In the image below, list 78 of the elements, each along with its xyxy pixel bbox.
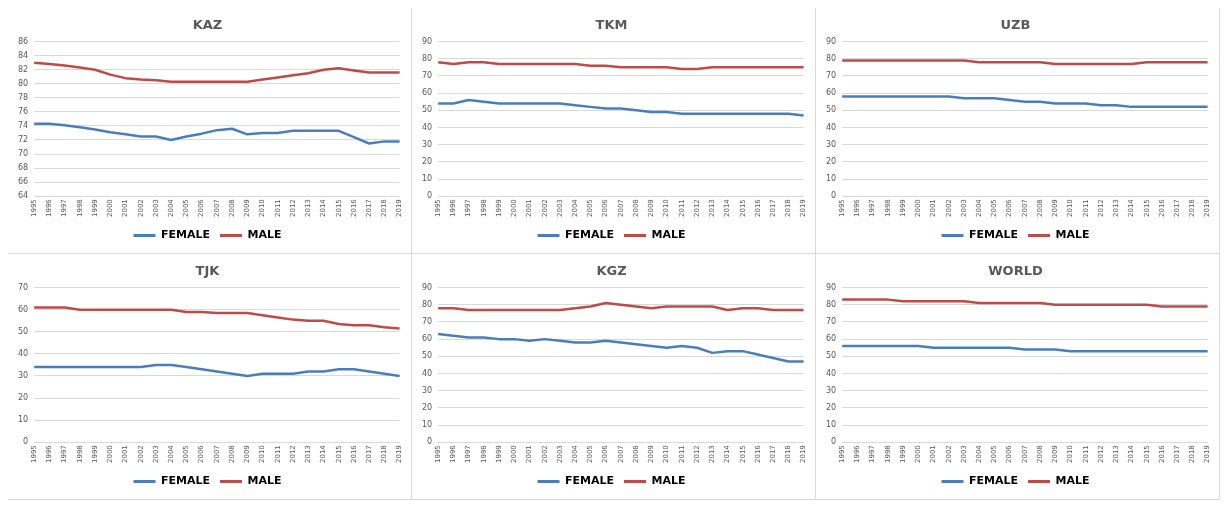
y-tick-label: 30 [825, 385, 837, 395]
y-tick-label: 20 [421, 156, 433, 166]
y-tick-label: 82 [17, 64, 29, 74]
y-tick-label: 40 [825, 122, 837, 132]
y-tick-label: 60 [17, 304, 29, 314]
y-tick-label: 90 [825, 36, 837, 46]
y-tick-label: 30 [421, 139, 433, 149]
y-tick-label: 40 [825, 368, 837, 378]
y-tick-label: 20 [825, 402, 837, 412]
y-tick-label: 50 [421, 351, 433, 361]
legend-label: FEMALE [565, 228, 615, 242]
y-tick-label: 50 [421, 105, 433, 115]
y-tick-label: 80 [825, 53, 837, 63]
y-tick-label: 50 [825, 105, 837, 115]
y-tick-label: 10 [421, 174, 433, 184]
y-tick-label: 0 [831, 191, 837, 201]
chart-title: WORLD [988, 263, 1043, 279]
legend-label: FEMALE [161, 228, 211, 242]
chart-title: KAZ [192, 17, 223, 33]
legend-label: FEMALE [161, 474, 211, 488]
y-tick-label: 20 [825, 156, 837, 166]
y-tick-label: 10 [17, 415, 29, 425]
y-tick-label: 0 [831, 437, 837, 447]
y-tick-label: 64 [17, 191, 29, 201]
y-tick-label: 60 [825, 334, 837, 344]
y-tick-label: 90 [421, 282, 433, 292]
y-tick-label: 66 [17, 177, 29, 187]
y-tick-label: 20 [421, 402, 433, 412]
y-tick-label: 90 [825, 282, 837, 292]
y-tick-label: 10 [421, 420, 433, 430]
y-tick-label: 60 [421, 88, 433, 98]
y-tick-label: 50 [825, 351, 837, 361]
y-tick-label: 80 [825, 299, 837, 309]
legend-label: MALE [247, 474, 282, 488]
y-tick-label: 78 [17, 92, 29, 102]
legend-label: MALE [247, 228, 282, 242]
legend-label: FEMALE [969, 474, 1019, 488]
y-tick-label: 86 [17, 36, 29, 46]
y-tick-label: 90 [421, 36, 433, 46]
y-tick-label: 70 [17, 149, 29, 159]
legend-label: FEMALE [969, 228, 1019, 242]
y-tick-label: 20 [17, 393, 29, 403]
y-tick-label: 30 [825, 139, 837, 149]
y-tick-label: 60 [825, 88, 837, 98]
y-tick-label: 68 [17, 163, 29, 173]
chart-title: TKM [595, 17, 628, 33]
y-tick-label: 10 [825, 420, 837, 430]
legend-label: FEMALE [565, 474, 615, 488]
y-tick-label: 70 [17, 282, 29, 292]
y-tick-label: 80 [17, 78, 29, 88]
y-tick-label: 40 [17, 348, 29, 358]
legend-label: MALE [651, 474, 686, 488]
y-tick-label: 80 [421, 299, 433, 309]
y-tick-label: 0 [427, 191, 433, 201]
legend-label: MALE [1055, 474, 1090, 488]
y-tick-label: 70 [825, 71, 837, 81]
y-tick-label: 10 [825, 174, 837, 184]
y-tick-label: 72 [17, 135, 29, 145]
y-tick-label: 60 [421, 334, 433, 344]
chart-title: TJK [195, 263, 221, 279]
y-tick-label: 50 [17, 326, 29, 336]
y-tick-label: 0 [23, 437, 29, 447]
y-tick-label: 40 [421, 122, 433, 132]
y-tick-label: 84 [17, 50, 29, 60]
chart-title: KGZ [596, 263, 627, 279]
y-tick-label: 70 [421, 71, 433, 81]
y-tick-label: 70 [421, 317, 433, 327]
legend-label: MALE [1055, 228, 1090, 242]
y-tick-label: 30 [17, 371, 29, 381]
y-tick-label: 0 [427, 437, 433, 447]
y-tick-label: 70 [825, 317, 837, 327]
y-tick-label: 80 [421, 53, 433, 63]
chart-title: UZB [1000, 17, 1031, 33]
y-tick-label: 76 [17, 106, 29, 116]
y-tick-label: 30 [421, 385, 433, 395]
y-tick-label: 40 [421, 368, 433, 378]
legend-label: MALE [651, 228, 686, 242]
y-tick-label: 74 [17, 121, 29, 130]
